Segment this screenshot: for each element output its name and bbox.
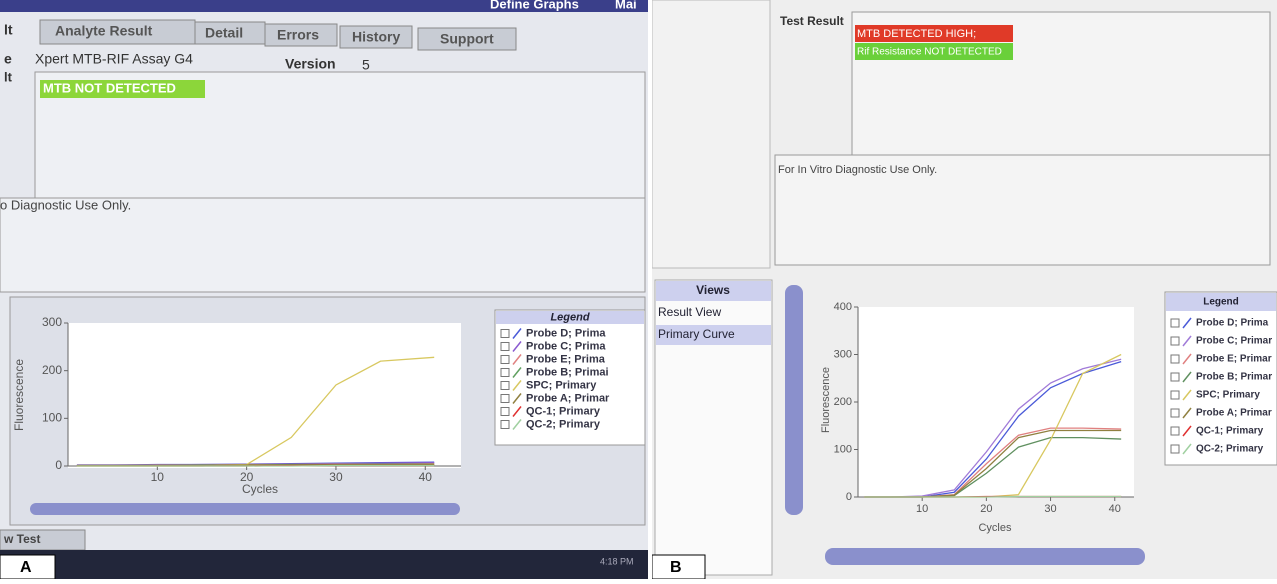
legend-checkbox[interactable] <box>501 330 509 338</box>
panel-label: A <box>20 559 32 576</box>
tab-label: Detail <box>205 25 243 41</box>
result-text: MTB NOT DETECTED <box>43 80 176 95</box>
y-axis-label: Fluorescence <box>820 367 832 433</box>
legend-checkbox[interactable] <box>1171 373 1179 381</box>
legend-title: Legend <box>550 311 589 323</box>
legend-checkbox[interactable] <box>501 421 509 429</box>
legend-label: Probe D; Prima <box>1196 318 1269 329</box>
legend-label: Probe D; Prima <box>526 327 606 339</box>
scrollbar[interactable] <box>825 548 1145 565</box>
legend-checkbox[interactable] <box>1171 445 1179 453</box>
legend-label: Probe C; Prima <box>526 340 606 352</box>
header-title: Define Graphs <box>490 0 579 11</box>
field-label: e <box>4 51 12 67</box>
scrollbar[interactable] <box>30 503 460 515</box>
tab-label: lt <box>4 22 13 38</box>
taskbar <box>0 550 648 579</box>
panel-label: B <box>670 559 682 576</box>
screenshot: Define Graphs Mai lt Analyte Result Deta… <box>0 0 1277 579</box>
view-item[interactable]: Primary Curve <box>658 327 735 341</box>
legend-checkbox[interactable] <box>1171 337 1179 345</box>
y-axis-label: Fluorescence <box>12 359 26 431</box>
y-tick-label: 300 <box>834 348 852 360</box>
legend-label: QC-1; Primary <box>526 405 601 417</box>
y-tick-label: 400 <box>834 301 852 313</box>
legend-checkbox[interactable] <box>501 382 509 390</box>
legend-checkbox[interactable] <box>501 395 509 403</box>
legend-checkbox[interactable] <box>1171 319 1179 327</box>
y-tick-label: 0 <box>55 458 62 472</box>
legend-label: QC-1; Primary <box>1196 426 1264 437</box>
legend-label: SPC; Primary <box>526 379 597 391</box>
version: 5 <box>362 57 370 73</box>
legend-checkbox[interactable] <box>1171 409 1179 417</box>
views-title: Views <box>696 283 730 297</box>
y-tick-label: 100 <box>42 411 62 425</box>
page: Define Graphs Mai lt Analyte Result Deta… <box>0 0 1277 579</box>
legend-checkbox[interactable] <box>501 343 509 351</box>
legend-checkbox[interactable] <box>1171 427 1179 435</box>
y-tick-label: 100 <box>834 443 852 455</box>
x-tick-label: 10 <box>151 470 165 484</box>
y-tick-label: 200 <box>42 363 62 377</box>
legend-label: Probe B; Primai <box>526 366 609 378</box>
y-tick-label: 0 <box>846 491 852 503</box>
legend-label: Probe E; Prima <box>526 353 606 365</box>
x-tick-label: 10 <box>916 503 928 515</box>
field-label: Version <box>285 56 336 72</box>
legend-checkbox[interactable] <box>501 356 509 364</box>
plot-area <box>858 307 1134 497</box>
scrollbar[interactable] <box>785 285 803 515</box>
y-tick-label: 300 <box>42 315 62 329</box>
y-tick-label: 200 <box>834 396 852 408</box>
legend-checkbox[interactable] <box>1171 391 1179 399</box>
legend-checkbox[interactable] <box>1171 355 1179 363</box>
notice: For In Vitro Diagnostic Use Only. <box>778 164 937 176</box>
legend-label: Probe C; Primar <box>1196 336 1272 347</box>
legend-label: SPC; Primary <box>1196 390 1260 401</box>
assay: Xpert MTB-RIF Assay G4 <box>35 51 193 67</box>
legend-checkbox[interactable] <box>501 369 509 377</box>
legend-label: Probe A; Primar <box>526 392 610 404</box>
result-text: Rif Resistance NOT DETECTED <box>857 47 1002 58</box>
tab-label: Support <box>440 31 494 47</box>
tab-label: History <box>352 29 400 45</box>
tab-label: Errors <box>277 27 319 43</box>
view-item[interactable]: Result View <box>658 305 721 319</box>
legend-checkbox[interactable] <box>501 408 509 416</box>
result-text: MTB DETECTED HIGH; <box>857 28 976 40</box>
x-tick-label: 30 <box>1044 503 1056 515</box>
x-tick-label: 40 <box>1109 503 1121 515</box>
tab-label: Analyte Result <box>55 23 153 39</box>
x-axis-label: Cycles <box>978 522 1012 534</box>
legend-label: Probe A; Primar <box>1196 408 1272 419</box>
x-tick-label: 20 <box>980 503 992 515</box>
views-panel <box>655 280 772 575</box>
field-label: lt <box>4 69 13 84</box>
legend-label: Probe B; Primar <box>1196 372 1272 383</box>
notice: o Diagnostic Use Only. <box>0 197 131 212</box>
field-label: Test Result <box>780 14 844 28</box>
taskbar-time: 4:18 PM <box>600 556 634 566</box>
legend-label: QC-2; Primary <box>1196 444 1264 455</box>
x-tick-label: 30 <box>329 470 343 484</box>
x-tick-label: 40 <box>419 470 433 484</box>
legend-title: Legend <box>1203 297 1239 308</box>
side-panel <box>652 0 770 268</box>
header-right: Mai <box>615 0 637 11</box>
bottom-tab-label: w Test <box>3 532 40 546</box>
x-axis-label: Cycles <box>242 482 278 496</box>
plot-area <box>68 323 461 468</box>
legend-label: Probe E; Primar <box>1196 354 1272 365</box>
legend-label: QC-2; Primary <box>526 418 601 430</box>
